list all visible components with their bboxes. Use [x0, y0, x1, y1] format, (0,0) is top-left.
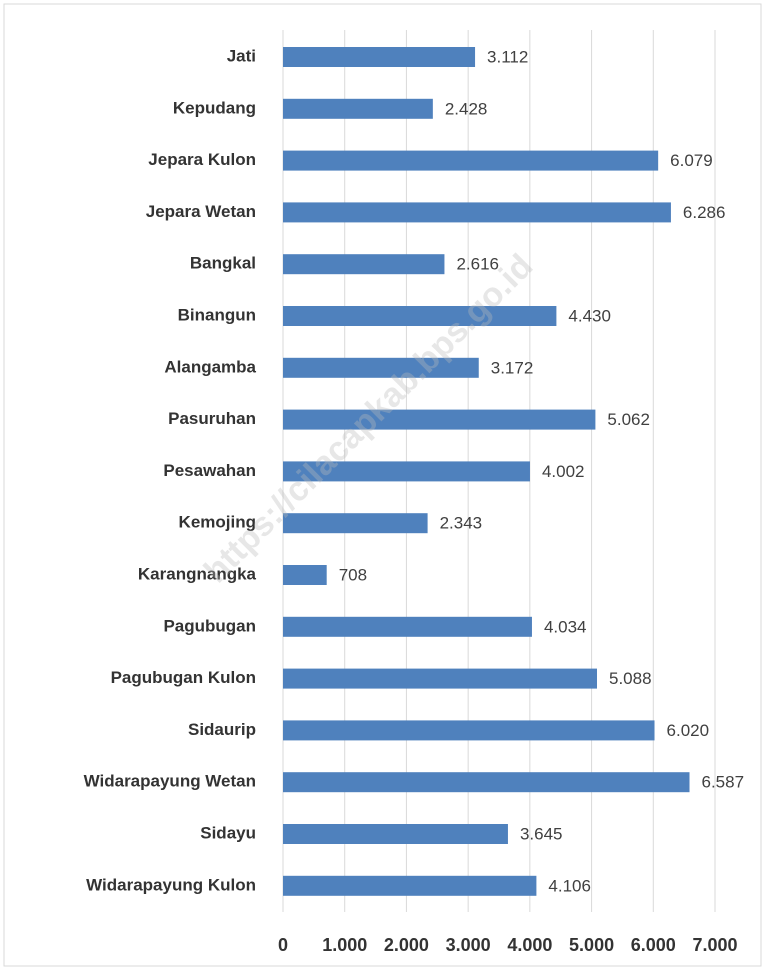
bar — [283, 150, 659, 171]
bar — [283, 254, 445, 275]
value-label: 4.106 — [548, 876, 591, 895]
category-label: Jepara Kulon — [148, 150, 256, 169]
category-label: Pasuruhan — [168, 409, 256, 428]
value-label: 2.428 — [445, 99, 488, 118]
x-tick-label: 0 — [278, 935, 288, 955]
x-tick-label: 4.000 — [507, 935, 552, 955]
bar — [283, 824, 508, 844]
category-label: Karangnangka — [138, 564, 257, 583]
category-label: Kepudang — [173, 98, 256, 117]
value-label: 6.286 — [683, 203, 726, 222]
bar — [283, 668, 598, 689]
bar — [283, 409, 596, 430]
category-label: Sidayu — [200, 823, 256, 842]
value-label: 4.034 — [544, 617, 587, 636]
value-label: 5.062 — [607, 410, 650, 429]
bar — [283, 616, 532, 637]
value-label: 708 — [339, 565, 367, 584]
value-label: 2.343 — [440, 514, 483, 533]
bar — [283, 357, 479, 378]
category-label: Sidaurip — [188, 720, 256, 739]
bar — [283, 565, 327, 585]
category-label: Pagubugan — [163, 616, 256, 635]
category-label: Pesawahan — [163, 461, 256, 480]
category-label: Binangun — [178, 305, 256, 324]
bar — [283, 98, 433, 119]
bar — [283, 875, 537, 896]
category-label: Kemojing — [179, 513, 256, 532]
bar — [283, 720, 655, 741]
value-label: 4.002 — [542, 462, 585, 481]
x-tick-label: 7.000 — [692, 935, 737, 955]
value-label: 4.430 — [568, 306, 611, 325]
x-tick-label: 5.000 — [569, 935, 614, 955]
bar — [283, 47, 476, 67]
category-label: Widarapayung Wetan — [84, 772, 256, 791]
bar — [283, 202, 671, 223]
bar — [283, 461, 530, 482]
value-label: 3.112 — [487, 47, 528, 66]
value-label: 2.616 — [456, 255, 499, 274]
value-label: 6.587 — [702, 773, 745, 792]
bar — [283, 772, 690, 793]
bar — [283, 306, 557, 326]
value-label: 6.020 — [667, 721, 710, 740]
category-label: Jepara Wetan — [146, 202, 256, 221]
value-label: 3.645 — [520, 824, 563, 843]
x-tick-label: 2.000 — [384, 935, 429, 955]
category-label: Pagubugan Kulon — [111, 668, 256, 687]
chart-frame — [3, 3, 762, 967]
value-label: 3.172 — [491, 358, 534, 377]
category-label: Jati — [227, 46, 256, 65]
category-label: Widarapayung Kulon — [86, 875, 256, 894]
category-label: Bangkal — [190, 254, 256, 273]
x-tick-label: 3.000 — [446, 935, 491, 955]
value-label: 6.079 — [670, 151, 713, 170]
x-tick-label: 6.000 — [631, 935, 676, 955]
value-label: 5.088 — [609, 669, 652, 688]
bar — [283, 513, 428, 534]
category-label: Alangamba — [164, 357, 256, 376]
x-tick-label: 1.000 — [322, 935, 367, 955]
